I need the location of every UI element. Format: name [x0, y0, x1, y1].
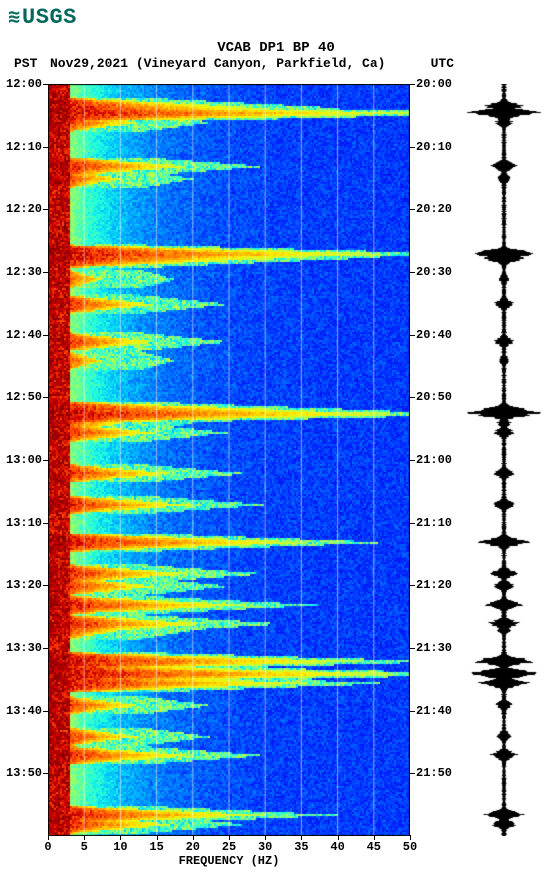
y-tick-utc: 20:00: [416, 77, 452, 91]
logo-text: USGS: [22, 5, 77, 30]
y-tick-utc: 20:50: [416, 390, 452, 404]
chart-title: VCAB DP1 BP 40: [0, 40, 552, 56]
x-tick: 15: [149, 840, 163, 854]
y-tick-utc: 21:50: [416, 766, 452, 780]
y-tick-utc: 20:20: [416, 202, 452, 216]
y-tick-pst: 12:50: [6, 390, 42, 404]
y-tick-pst: 12:30: [6, 265, 42, 279]
x-tick: 0: [44, 840, 51, 854]
y-tick-utc: 20:40: [416, 328, 452, 342]
x-tick: 5: [81, 840, 88, 854]
tz-right: UTC: [431, 56, 454, 71]
y-tick-pst: 12:20: [6, 202, 42, 216]
y-tick-pst: 12:00: [6, 77, 42, 91]
y-tick-utc: 20:30: [416, 265, 452, 279]
x-tick: 50: [403, 840, 417, 854]
tz-left: PST: [14, 56, 37, 71]
x-axis-ticks: 05101520253035404550: [48, 840, 410, 852]
y-tick-utc: 21:20: [416, 578, 452, 592]
y-tick-pst: 12:40: [6, 328, 42, 342]
x-tick: 20: [186, 840, 200, 854]
y-tick-pst: 13:50: [6, 766, 42, 780]
y-tick-utc: 21:00: [416, 453, 452, 467]
x-tick: 35: [294, 840, 308, 854]
y-tick-utc: 21:40: [416, 704, 452, 718]
x-tick: 45: [367, 840, 381, 854]
subtitle-date: Nov29,2021 (Vineyard Canyon, Parkfield, …: [50, 56, 385, 71]
x-tick: 40: [330, 840, 344, 854]
y-tick-pst: 13:10: [6, 516, 42, 530]
y-tick-pst: 13:30: [6, 641, 42, 655]
y-tick-pst: 13:20: [6, 578, 42, 592]
logo-wave-icon: ≋: [8, 4, 20, 30]
y-tick-pst: 12:10: [6, 140, 42, 154]
x-axis-label: FREQUENCY (HZ): [48, 854, 410, 868]
y-tick-pst: 13:40: [6, 704, 42, 718]
x-tick: 25: [222, 840, 236, 854]
x-tick: 30: [258, 840, 272, 854]
x-tick: 10: [113, 840, 127, 854]
y-tick-pst: 13:00: [6, 453, 42, 467]
usgs-logo: ≋ USGS: [8, 4, 77, 30]
y-tick-utc: 20:10: [416, 140, 452, 154]
y-tick-utc: 21:10: [416, 516, 452, 530]
y-tick-utc: 21:30: [416, 641, 452, 655]
y-axis-ticks: 12:0020:0012:1020:1012:2020:2012:3020:30…: [0, 84, 552, 836]
